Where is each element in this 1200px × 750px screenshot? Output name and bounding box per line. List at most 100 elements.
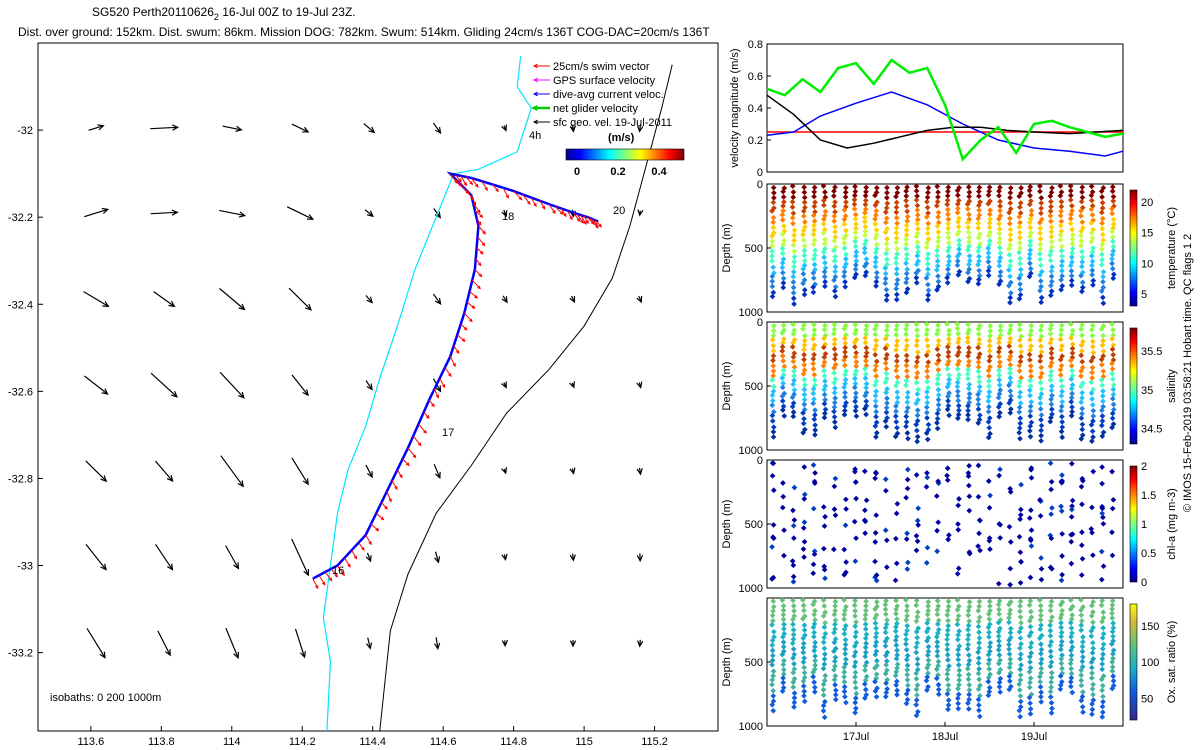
profile-sample-point <box>863 631 870 638</box>
map-axes-box <box>37 42 719 732</box>
profile-sample-point <box>924 394 930 401</box>
profile-sample-point <box>811 227 817 233</box>
swim-vector-arrow <box>439 378 446 389</box>
profile-sample-point <box>770 373 777 379</box>
profile-sample-point <box>811 331 817 338</box>
profile-sample-point <box>800 429 807 436</box>
profile-sample-point <box>966 618 973 624</box>
colorbar-tick-label: 150 <box>1141 621 1159 633</box>
profile-sample-point <box>1037 673 1043 680</box>
profile-sample-point <box>1017 656 1024 662</box>
legend-swatch-arrow <box>532 91 550 97</box>
profile-sample-point <box>1079 501 1085 508</box>
profile-sample-point <box>810 561 817 568</box>
profile-sample-point <box>791 254 798 260</box>
profile-sample-point <box>770 603 777 610</box>
profile-sample-point <box>1006 678 1013 684</box>
profile-sample-point <box>913 533 920 539</box>
swim-vector-arrow <box>456 334 466 342</box>
colorbar-tick-label: 1.5 <box>1141 490 1156 502</box>
profile-sample-point <box>852 558 859 565</box>
swim-vector-arrow <box>312 578 319 590</box>
profile-sample-point <box>820 665 827 672</box>
profile-sample-point <box>933 493 940 499</box>
profile-sample-point <box>955 700 961 707</box>
profile-sample-point <box>1100 693 1106 700</box>
profile-sample-point <box>1068 625 1075 631</box>
profile-sample-point <box>893 560 900 567</box>
profile-sample-point <box>1088 633 1095 640</box>
velocity-tick-label: 0.2 <box>748 135 763 147</box>
profile-sample-point <box>842 349 848 355</box>
swim-vector-arrow <box>444 367 452 378</box>
profile-sample-point <box>965 641 972 648</box>
profile-sample-point <box>843 506 849 512</box>
profile-sample-point <box>924 255 931 262</box>
profile-sample-point <box>883 662 889 668</box>
profile-sample-point <box>976 598 983 605</box>
profile-sample-point <box>882 629 889 636</box>
profile-sample-point <box>1088 526 1095 532</box>
profile-sample-point <box>944 671 951 677</box>
profile-sample-point <box>893 342 900 349</box>
profile-sample-point <box>985 611 992 617</box>
profile-sample-point <box>997 689 1004 695</box>
profile-sample-point <box>925 251 931 257</box>
profile-tick-label: 1000 <box>739 721 763 733</box>
profile-sample-point <box>1078 682 1085 689</box>
profile-sample-point <box>965 330 971 337</box>
profile-sample-point <box>975 344 981 351</box>
profile-sample-point <box>1069 408 1075 415</box>
profile-sample-point <box>770 327 777 334</box>
profile-sample-point <box>1088 675 1095 681</box>
swim-vector-arrow <box>522 194 531 205</box>
profile-sample-point <box>1047 694 1054 700</box>
profile-sample-point <box>903 193 910 199</box>
profile-sample-point <box>769 397 776 404</box>
profile-sample-point <box>935 189 941 196</box>
profile-sample-point <box>1058 208 1064 215</box>
profile-sample-point <box>976 676 983 683</box>
profile-sample-point <box>882 265 889 271</box>
profile-sample-point <box>965 416 971 423</box>
profile-sample-point <box>914 216 921 223</box>
sfc-geo-velocity-arrow <box>150 209 179 216</box>
profile-sample-point <box>1058 203 1065 210</box>
swim-vector-arrow <box>407 447 417 459</box>
map-x-tick-label: 114 <box>223 736 241 748</box>
profile-sample-point <box>1057 222 1064 229</box>
profile-sample-point <box>780 603 787 609</box>
profile-sample-point <box>997 535 1004 541</box>
profile-sample-point <box>1088 326 1095 333</box>
profile-sample-point <box>903 256 910 262</box>
swim-vector-arrow <box>481 180 488 192</box>
profile-sample-point <box>913 597 920 604</box>
profile-sample-point <box>934 258 941 264</box>
profile-sample-point <box>954 621 961 628</box>
profile-sample-point <box>1007 231 1014 238</box>
map-y-tick-label: -32.2 <box>8 212 33 224</box>
profile-sample-point <box>862 626 869 632</box>
profile-sample-point <box>884 395 890 402</box>
map-x-tick-label: 115.2 <box>641 736 668 748</box>
swim-vector-arrow <box>566 210 573 221</box>
profile-sample-point <box>1109 628 1116 635</box>
profile-sample-point <box>812 470 818 476</box>
profile-sample-point <box>997 207 1003 214</box>
profile-sample-point <box>770 673 776 679</box>
profile-sample-point <box>1110 386 1117 393</box>
profile-sample-point <box>882 693 889 700</box>
profile-sample-point <box>955 335 962 342</box>
profile-sample-point <box>913 644 920 650</box>
profile-sample-point <box>1088 229 1095 236</box>
profile-sample-point <box>873 625 879 632</box>
profile-sample-point <box>801 669 808 676</box>
profile-sample-point <box>811 629 817 636</box>
profile-sample-point <box>1047 326 1054 332</box>
profile-sample-point <box>975 493 982 500</box>
profile-sample-point <box>1027 201 1033 208</box>
profile-sample-point <box>841 273 847 280</box>
swim-vector-arrow <box>365 534 372 546</box>
profile-sample-point <box>821 273 828 280</box>
